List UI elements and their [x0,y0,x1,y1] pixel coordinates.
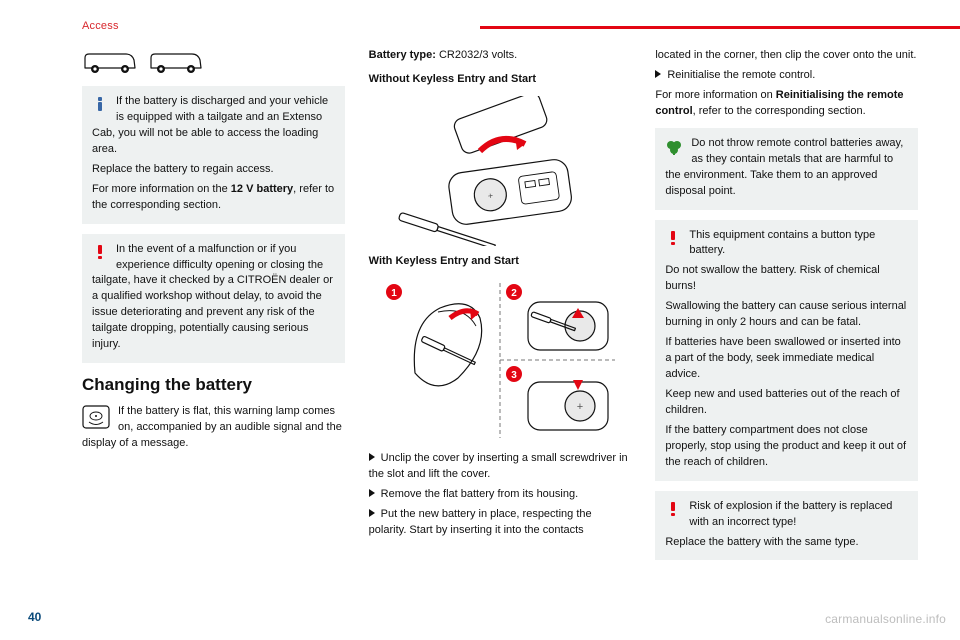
flat-battery-text: If the battery is flat, this warning lam… [82,404,345,452]
van-icon [82,48,138,76]
watermark: carmanualsonline.info [825,612,946,626]
info-note-p1: If the battery is discharged and your ve… [92,94,335,158]
top-bar: Access [82,20,918,38]
warning-note-box: In the event of a malfunction or if you … [82,234,345,364]
warn-swallow-p1: This equipment contains a button type ba… [665,228,908,260]
bullet-icon [655,70,661,78]
bullet-unclip: Unclip the cover by inserting a small sc… [369,451,632,483]
text: , refer to the corresponding section. [693,105,866,117]
column-2: Battery type: CR2032/3 volts. Without Ke… [369,48,632,570]
heading-changing-battery: Changing the battery [82,373,345,398]
red-rule [480,26,960,29]
subhead-with-keyless: With Keyless Entry and Start [369,254,632,270]
continuation-text: located in the corner, then clip the cov… [655,48,918,64]
eco-note-p1: Do not throw remote control batteries aw… [665,136,908,200]
battery-type-line: Battery type: CR2032/3 volts. [369,48,632,64]
warn-explosion-p1: Risk of explosion if the battery is repl… [665,499,908,531]
warning-icon [665,501,681,517]
eco-note-box: Do not throw remote control batteries aw… [655,128,918,210]
page: Access [0,0,960,640]
warning-note-box-swallow: This equipment contains a button type ba… [655,220,918,481]
eco-icon [665,138,683,156]
warning-lamp-icon [82,405,110,435]
text: Reinitialise the remote control. [667,69,815,81]
warning-icon [92,244,108,260]
text: For more information on the [92,183,231,195]
column-3: located in the corner, then clip the cov… [655,48,918,570]
warn-swallow-p3: Swallowing the battery can cause serious… [665,299,908,331]
warning-icon [665,230,681,246]
page-number: 40 [28,610,41,624]
vehicle-icons-row [82,48,345,76]
text: Unclip the cover by inserting a small sc… [369,452,628,480]
warn-swallow-p5: Keep new and used batteries out of the r… [665,387,908,419]
warn-swallow-p2: Do not swallow the battery. Risk of chem… [665,263,908,295]
text: Remove the flat battery from its housing… [381,488,578,500]
text-bold: 12 V battery [231,183,293,195]
svg-text:+: + [577,401,583,413]
bullet-reinit: Reinitialise the remote control. [655,68,918,84]
info-note-p3: For more information on the 12 V battery… [92,182,335,214]
figure-without-keyless: + [369,96,632,246]
van-icon [148,48,204,76]
column-1: If the battery is discharged and your ve… [82,48,345,570]
flat-battery-para: If the battery is flat, this warning lam… [82,404,345,452]
info-note-box: If the battery is discharged and your ve… [82,86,345,224]
info-note-p2: Replace the battery to regain access. [92,162,335,178]
section-label: Access [82,20,119,32]
bullet-icon [369,509,375,517]
text: CR2032/3 volts. [436,49,517,61]
bullet-icon [369,453,375,461]
warn-explosion-p2: Replace the battery with the same type. [665,535,908,551]
reinit-more-info: For more information on Reinitialising t… [655,88,918,120]
text-bold: Battery type: [369,49,436,61]
text: Put the new battery in place, respecting… [369,508,592,536]
columns: If the battery is discharged and your ve… [82,48,918,570]
warning-note-p1: In the event of a malfunction or if you … [92,242,335,354]
bullet-insert: Put the new battery in place, respecting… [369,507,632,539]
bullet-icon [369,489,375,497]
figure-with-keyless: 1 2 [369,278,632,443]
bullet-remove: Remove the flat battery from its housing… [369,487,632,503]
info-icon [92,96,108,112]
step-number: 3 [511,370,517,381]
warning-note-box-explosion: Risk of explosion if the battery is repl… [655,491,918,561]
warn-swallow-p6: If the battery compartment does not clos… [665,423,908,471]
warn-swallow-p4: If batteries have been swallowed or inse… [665,335,908,383]
step-number: 2 [511,288,517,299]
text: For more information on [655,89,775,101]
subhead-without-keyless: Without Keyless Entry and Start [369,72,632,88]
step-number: 1 [391,288,397,299]
